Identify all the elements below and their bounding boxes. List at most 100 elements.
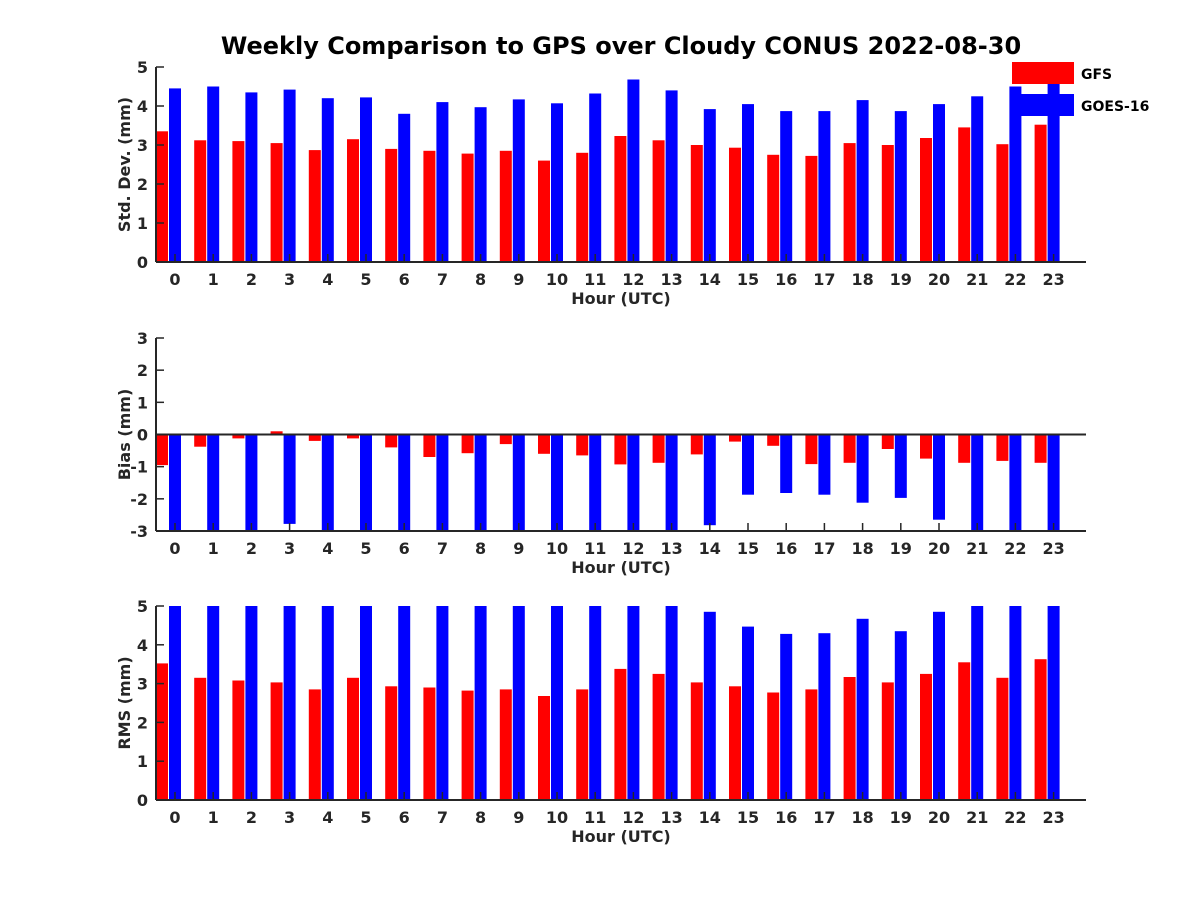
bias-bar-goes16-2 [245,434,258,531]
rms-xtick-label: 4 [322,808,333,827]
rms-xtick-label: 19 [890,808,912,827]
rms-xtick-label: 7 [437,808,448,827]
rms-xtick-label: 23 [1042,808,1064,827]
stddev-bar-goes16-1 [207,86,220,262]
rms-ytick-label: 0 [137,791,148,810]
bias-xtick-label: 6 [399,539,410,558]
bias-bar-goes16-16 [780,434,793,493]
bias-bar-gfs-6 [385,434,398,448]
bias-bar-goes16-21 [971,434,984,531]
bias-bar-gfs-3 [270,431,283,435]
bias-bar-gfs-5 [347,434,359,439]
bias-bar-gfs-19 [881,434,894,449]
stddev-bar-goes16-11 [589,93,602,262]
bias-bar-goes16-7 [436,434,449,531]
rms-bar-gfs-6 [385,686,398,800]
rms-xtick-label: 6 [399,808,410,827]
stddev-xtick-label: 2 [246,270,257,289]
stddev-xtick-label: 18 [851,270,873,289]
stddev-bar-gfs-11 [576,152,589,262]
bias-bar-gfs-13 [652,434,665,463]
bias-bar-gfs-14 [690,434,703,455]
rms-xtick-label: 17 [813,808,835,827]
bias-bar-gfs-17 [805,434,818,465]
rms-bar-goes16-4 [321,606,334,800]
stddev-bar-goes16-3 [283,89,296,262]
rms-bar-goes16-18 [856,618,869,800]
rms-bar-goes16-10 [551,606,563,800]
bias-xtick-label: 14 [699,539,721,558]
rms-bar-gfs-19 [881,682,894,800]
bias-xtick-label: 0 [169,539,180,558]
rms-bar-gfs-9 [499,689,512,800]
stddev-xtick-label: 16 [775,270,797,289]
stddev-bar-goes16-15 [742,104,754,262]
stddev-bar-goes16-0 [169,88,181,263]
bias-ytick-label: -2 [130,490,148,509]
stddev-bar-goes16-6 [398,113,411,262]
rms-xtick-label: 10 [546,808,568,827]
rms-bar-gfs-2 [232,680,245,800]
legend-label-goes16: GOES-16 [1081,99,1149,115]
stddev-bar-gfs-21 [958,127,971,263]
rms-bar-goes16-9 [512,606,525,800]
stddev-xtick-label: 20 [928,270,950,289]
rms-bar-goes16-16 [780,633,793,800]
stddev-ytick-label: 3 [137,136,148,155]
stddev-bar-goes16-18 [856,100,869,262]
rms-ytick-label: 4 [137,636,148,655]
rms-xtick-label: 21 [966,808,988,827]
stddev-xtick-label: 14 [699,270,721,289]
stddev-bar-gfs-5 [347,139,359,262]
rms-bar-goes16-2 [245,606,258,800]
bias-xtick-label: 13 [660,539,682,558]
rms-bar-goes16-23 [1047,606,1060,800]
rms-bar-goes16-5 [360,606,372,800]
stddev-bar-goes16-23 [1047,81,1060,262]
bias-bar-goes16-13 [665,434,678,531]
stddev-bar-gfs-15 [729,147,741,262]
legend-label-gfs: GFS [1081,67,1112,83]
rms-bar-goes16-13 [665,606,678,800]
stddev-xtick-label: 19 [890,270,912,289]
stddev-bar-goes16-5 [360,97,372,263]
stddev-bar-gfs-22 [996,144,1009,262]
stddev-bar-goes16-4 [321,98,334,262]
rms-xtick-label: 3 [284,808,295,827]
rms-bar-gfs-18 [843,677,856,800]
rms-bar-gfs-5 [347,677,359,800]
bias-bar-goes16-19 [894,434,907,498]
rms-bar-goes16-1 [207,606,220,800]
stddev-bar-goes16-12 [627,79,640,262]
bias-bar-goes16-9 [512,434,525,531]
bias-bar-goes16-14 [703,434,716,526]
rms-bar-goes16-8 [474,606,487,800]
stddev-bar-gfs-2 [232,141,245,262]
stddev-ytick-label: 2 [137,175,148,194]
stddev-bar-goes16-20 [933,104,945,262]
stddev-xtick-label: 5 [360,270,371,289]
bias-bar-gfs-1 [194,434,207,447]
rms-bar-gfs-20 [920,673,932,800]
bias-x-label: Hour (UTC) [571,558,671,577]
rms-bar-goes16-0 [169,606,181,800]
rms-bar-gfs-8 [461,690,474,800]
bias-xtick-label: 8 [475,539,486,558]
bias-bar-gfs-12 [614,434,627,465]
stddev-bar-gfs-4 [308,150,321,262]
rms-xtick-label: 1 [208,808,219,827]
rms-bar-gfs-22 [996,677,1009,800]
rms-xtick-label: 15 [737,808,759,827]
rms-bar-goes16-20 [933,611,945,800]
bias-bar-gfs-22 [996,434,1009,461]
bias-bar-gfs-9 [499,434,512,445]
bias-xtick-label: 1 [208,539,219,558]
bias-bar-goes16-4 [321,434,334,531]
rms-xtick-label: 18 [851,808,873,827]
stddev-xtick-label: 12 [622,270,644,289]
rms-bar-goes16-7 [436,606,449,800]
rms-bar-goes16-11 [589,606,602,800]
bias-xtick-label: 22 [1004,539,1026,558]
bias-ytick-label: 1 [137,393,148,412]
